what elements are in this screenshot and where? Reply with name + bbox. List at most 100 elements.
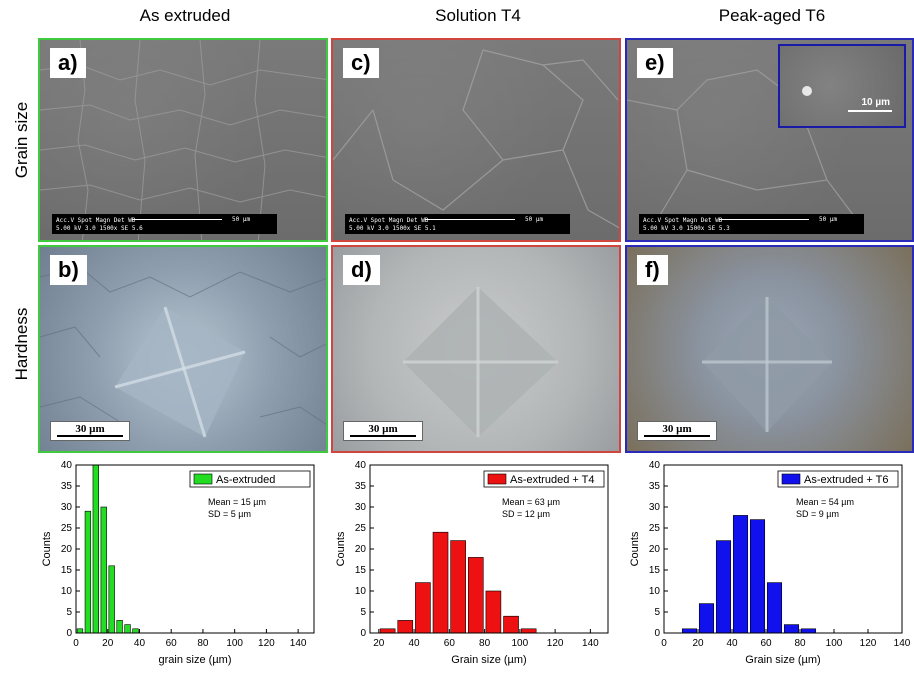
grain-boundaries-c (333, 49, 619, 229)
x-tick-label: 140 (582, 638, 599, 649)
sem-panel-c: c) Acc.V Spot Magn Det WD 5.00 kV 3.0 15… (331, 38, 621, 242)
y-axis-label: Counts (629, 531, 641, 566)
optical-scale-bar (350, 435, 416, 437)
y-tick-label: 40 (649, 460, 661, 471)
histogram-bar (124, 624, 131, 634)
histogram-bar (485, 590, 502, 634)
y-tick-label: 5 (66, 607, 72, 618)
histogram-bar (681, 628, 698, 634)
sem-panel-e: e) 10 µm Acc.V Spot Magn Det WD 5.00 kV … (625, 38, 914, 242)
x-tick-label: 80 (479, 638, 491, 649)
y-tick-label: 25 (355, 523, 367, 534)
y-tick-label: 30 (649, 502, 661, 513)
y-tick-label: 0 (66, 628, 72, 639)
optical-panel-d: d) 30 µm (331, 245, 621, 453)
stats-label: Mean = 63 µm (502, 497, 560, 507)
x-tick-label: 20 (102, 638, 114, 649)
y-tick-label: 35 (649, 481, 661, 492)
x-tick-label: 0 (661, 638, 667, 649)
y-tick-label: 35 (355, 481, 367, 492)
panel-label-d: d) (343, 255, 380, 285)
y-tick-label: 10 (649, 586, 661, 597)
row-label-grain-size: Grain size (12, 101, 31, 179)
sem-databar-line1: Acc.V Spot Magn Det WD (349, 217, 429, 224)
sem-databar-line1: Acc.V Spot Magn Det WD (56, 217, 136, 224)
y-axis-label: Counts (41, 531, 53, 566)
histogram-bar (467, 557, 484, 634)
histogram-bar (520, 628, 537, 634)
sem-scale-bar (425, 219, 515, 220)
optical-scale-b: 30 µm (50, 421, 130, 441)
y-tick-label: 5 (654, 607, 660, 618)
optical-scale-label: 30 µm (75, 423, 105, 435)
histogram-bar (100, 506, 107, 634)
x-tick-label: 120 (860, 638, 877, 649)
x-tick-label: 140 (894, 638, 911, 649)
x-tick-label: 40 (134, 638, 146, 649)
legend-box (777, 470, 899, 488)
panel-label-f: f) (637, 255, 668, 285)
column-title-as-extruded: As extruded (139, 6, 231, 25)
legend-swatch (781, 473, 801, 485)
x-tick-label: 40 (726, 638, 738, 649)
sem-scale-bar (132, 219, 222, 220)
histogram-bar (415, 582, 431, 634)
x-tick-label: 20 (373, 638, 385, 649)
sem-databar-a: Acc.V Spot Magn Det WD 5.00 kV 3.0 1500x… (52, 214, 277, 234)
sem-databar-line2: 5.00 kV 3.0 1500x SE 5.6 (56, 225, 143, 232)
x-tick-label: 80 (794, 638, 806, 649)
stats-label: SD = 9 µm (796, 509, 839, 519)
histogram-bar (397, 620, 414, 634)
y-axis-label: Counts (335, 531, 347, 566)
y-tick-label: 25 (649, 523, 661, 534)
y-tick-label: 0 (654, 628, 660, 639)
inset-scale-label: 10 µm (861, 97, 890, 108)
x-tick-label: 60 (444, 638, 456, 649)
histogram-bar (503, 615, 519, 634)
sem-scale-label: 50 µm (525, 216, 544, 223)
stats-label: Mean = 15 µm (208, 497, 266, 507)
indent-d (403, 287, 558, 437)
histogram-t6: 0 5 10 15 20 25 30 35 40 0 20 40 60 80 100 120 140 Grain … (629, 460, 911, 666)
sem-scale-label: 50 µm (819, 216, 838, 223)
optical-scale-label: 30 µm (662, 423, 692, 435)
inset-scale-bar (848, 110, 892, 112)
y-tick-label: 20 (355, 544, 367, 555)
histogram-bar (800, 628, 817, 634)
legend-label: As-extruded (216, 474, 275, 486)
column-title-peak-aged-t6: Peak-aged T6 (718, 6, 826, 25)
optical-scale-label: 30 µm (368, 423, 398, 435)
y-tick-label: 15 (61, 565, 73, 576)
histogram-bar (92, 464, 99, 634)
legend-box (483, 470, 605, 488)
y-tick-label: 25 (61, 523, 73, 534)
legend-swatch (193, 473, 213, 485)
column-title-solution-t4: Solution T4 (435, 6, 521, 25)
x-axis-label: grain size (µm) (159, 654, 232, 666)
x-tick-label: 120 (547, 638, 564, 649)
sem-databar-line2: 5.00 kV 3.0 1500x SE 5.3 (643, 225, 730, 232)
stats-label: Mean = 54 µm (796, 497, 854, 507)
histogram-bar (783, 624, 800, 634)
panel-label-b: b) (50, 255, 87, 285)
optical-panel-b: b) 30 µm (38, 245, 328, 453)
optical-scale-bar (57, 435, 123, 437)
y-tick-label: 10 (61, 586, 73, 597)
y-tick-label: 20 (649, 544, 661, 555)
y-tick-label: 15 (355, 565, 367, 576)
histogram-bar (108, 565, 115, 634)
y-tick-label: 20 (61, 544, 73, 555)
x-tick-label: 40 (409, 638, 421, 649)
sem-databar-c: Acc.V Spot Magn Det WD 5.00 kV 3.0 1500x… (345, 214, 570, 234)
histogram-bar (766, 582, 783, 634)
y-tick-label: 30 (61, 502, 73, 513)
x-axis-label: Grain size (µm) (451, 654, 526, 666)
optical-scale-d: 30 µm (343, 421, 423, 441)
y-tick-label: 5 (360, 607, 366, 618)
x-tick-label: 120 (258, 638, 275, 649)
histogram-bar (715, 540, 732, 634)
y-tick-label: 35 (61, 481, 73, 492)
precipitate-particle (802, 86, 812, 96)
indent-f (702, 297, 832, 432)
histogram-bar (732, 515, 749, 634)
